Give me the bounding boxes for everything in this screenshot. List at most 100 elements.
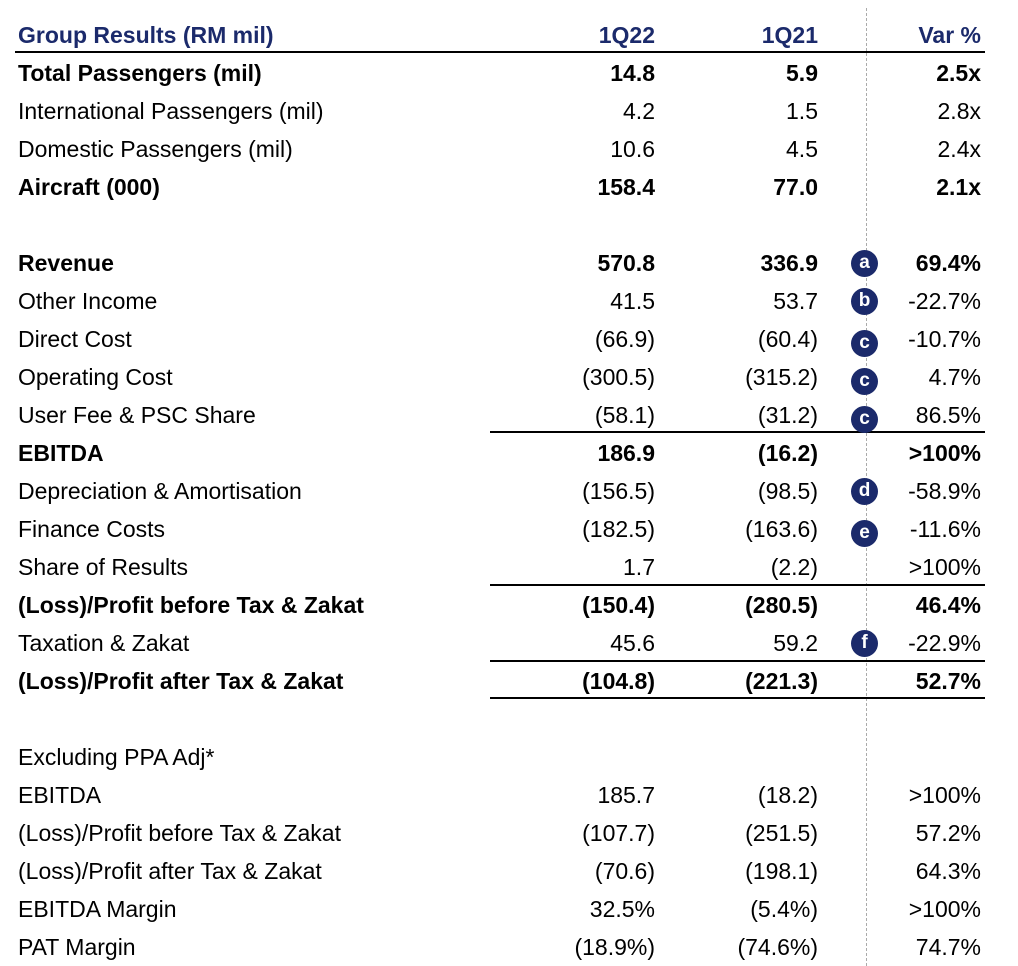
value-cell: (60.4) [757, 326, 818, 352]
row-label: User Fee & PSC Share [18, 402, 256, 428]
value-cell: 69.4% [915, 250, 981, 276]
value-cell: 570.8 [597, 250, 655, 276]
value-cell: (5.4%) [750, 896, 818, 922]
value-cell: (280.5) [745, 592, 818, 618]
note-badge: c [851, 368, 878, 395]
value-cell: (107.7) [582, 820, 655, 846]
value-cell: (150.4) [582, 592, 655, 618]
row-label: Operating Cost [18, 364, 173, 390]
value-cell: 186.9 [597, 440, 655, 466]
value-cell: 1.5 [786, 98, 818, 124]
value-cell: (221.3) [745, 668, 818, 694]
row-label: EBITDA Margin [18, 896, 177, 922]
row-label: Domestic Passengers (mil) [18, 136, 293, 162]
value-cell: (2.2) [770, 554, 818, 580]
value-cell: (182.5) [582, 516, 655, 542]
row-label: EBITDA [18, 440, 104, 466]
value-cell: 64.3% [915, 858, 981, 884]
value-cell: (251.5) [745, 820, 818, 846]
rule [490, 660, 985, 662]
row-label: Share of Results [18, 554, 189, 580]
row-label: Depreciation & Amortisation [18, 478, 302, 504]
value-cell: (198.1) [745, 858, 818, 884]
value-cell: 4.7% [928, 364, 981, 390]
value-cell: (98.5) [757, 478, 818, 504]
row-label: EBITDA [18, 782, 102, 808]
value-cell: 46.4% [915, 592, 981, 618]
value-cell: 2.5x [936, 60, 981, 86]
row-label: International Passengers (mil) [18, 98, 324, 124]
value-cell: 2.8x [937, 98, 981, 124]
row-label: Other Income [18, 288, 158, 314]
value-cell: (163.6) [745, 516, 818, 542]
value-cell: 77.0 [773, 174, 818, 200]
note-badge: e [851, 520, 878, 547]
value-cell: (66.9) [594, 326, 655, 352]
note-badge: c [851, 330, 878, 357]
value-cell: (31.2) [757, 402, 818, 428]
note-badge: c [851, 406, 878, 433]
row-label: Taxation & Zakat [18, 630, 190, 656]
value-cell: 10.6 [610, 136, 655, 162]
value-cell: (300.5) [582, 364, 655, 390]
value-cell: >100% [908, 440, 981, 466]
value-cell: >100% [908, 896, 981, 922]
value-cell: >100% [908, 554, 981, 580]
value-cell: (104.8) [582, 668, 655, 694]
value-cell: 59.2 [773, 630, 818, 656]
value-cell: 86.5% [915, 402, 981, 428]
value-cell: (18.2) [757, 782, 818, 808]
note-badge: d [851, 478, 878, 505]
row-label: (Loss)/Profit before Tax & Zakat [18, 820, 341, 846]
value-cell: 2.4x [937, 136, 981, 162]
header-cell: Var % [918, 22, 981, 48]
value-cell: 53.7 [773, 288, 818, 314]
row-label: Total Passengers (mil) [18, 60, 262, 86]
value-cell: -10.7% [908, 326, 981, 352]
rule [490, 584, 985, 586]
value-cell: (58.1) [594, 402, 655, 428]
header-cell: 1Q21 [761, 22, 818, 48]
value-cell: 52.7% [915, 668, 981, 694]
note-badge: f [851, 630, 878, 657]
row-label: Direct Cost [18, 326, 132, 352]
value-cell: -22.9% [908, 630, 981, 656]
note-badge: a [851, 250, 878, 277]
value-cell: (74.6%) [737, 934, 818, 960]
row-label: Aircraft (000) [18, 174, 160, 200]
rule [490, 431, 985, 433]
value-cell: 2.1x [936, 174, 981, 200]
value-cell: >100% [908, 782, 981, 808]
value-cell: 185.7 [597, 782, 655, 808]
value-cell: -22.7% [908, 288, 981, 314]
value-cell: (156.5) [582, 478, 655, 504]
value-cell: 1.7 [623, 554, 655, 580]
value-cell: 5.9 [786, 60, 818, 86]
row-label: (Loss)/Profit after Tax & Zakat [18, 858, 322, 884]
value-cell: 14.8 [610, 60, 655, 86]
value-cell: (315.2) [745, 364, 818, 390]
value-cell: 32.5% [589, 896, 655, 922]
row-label: Finance Costs [18, 516, 166, 542]
value-cell: 4.5 [786, 136, 818, 162]
header-cell: 1Q22 [598, 22, 655, 48]
value-cell: 158.4 [597, 174, 655, 200]
value-cell: -58.9% [908, 478, 981, 504]
header-rule [15, 51, 985, 53]
value-cell: 4.2 [623, 98, 655, 124]
value-cell: 336.9 [760, 250, 818, 276]
row-label: Revenue [18, 250, 114, 276]
rule [490, 697, 985, 699]
value-cell: (16.2) [757, 440, 818, 466]
value-cell: 57.2% [915, 820, 981, 846]
note-badge: b [851, 288, 878, 315]
header-cell: Group Results (RM mil) [18, 22, 274, 48]
row-label: (Loss)/Profit after Tax & Zakat [18, 668, 344, 694]
value-cell: 74.7% [915, 934, 981, 960]
value-cell: 41.5 [610, 288, 655, 314]
value-cell: (18.9%) [574, 934, 655, 960]
value-cell: 45.6 [610, 630, 655, 656]
value-cell: (70.6) [594, 858, 655, 884]
row-label: (Loss)/Profit before Tax & Zakat [18, 592, 364, 618]
